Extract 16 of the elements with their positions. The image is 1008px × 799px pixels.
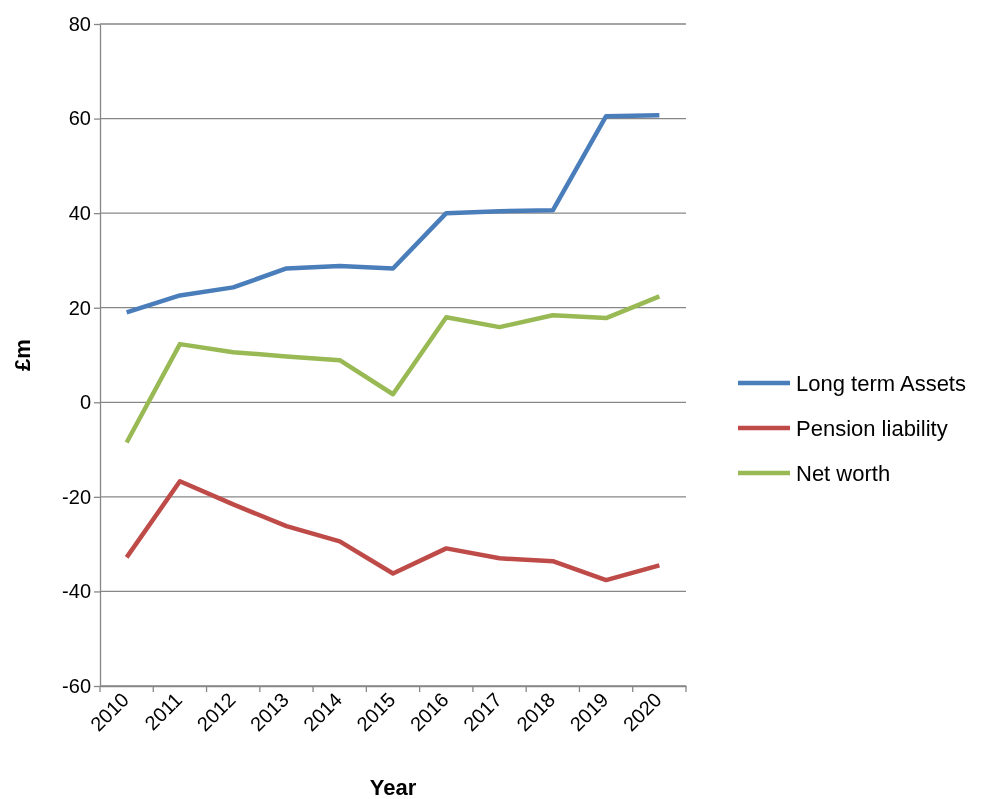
y-axis-title: £m [10, 339, 35, 371]
line-series [124, 294, 662, 445]
legend-label: Pension liability [796, 415, 948, 441]
y-tick-label: 20 [68, 296, 91, 319]
legend-label: Long term Assets [796, 370, 966, 396]
legend-label: Net worth [796, 460, 891, 486]
y-tick-label: 80 [68, 12, 91, 35]
y-tick-label: 60 [68, 107, 91, 130]
y-tick-label: -60 [62, 674, 91, 697]
y-tick-label: -40 [62, 580, 91, 603]
y-tick-label: 40 [68, 202, 91, 225]
x-axis-title: Year [369, 775, 417, 799]
line-series [124, 113, 662, 315]
y-tick-label: 0 [79, 391, 91, 414]
line-series [124, 479, 662, 583]
y-tick-label: -20 [62, 485, 91, 508]
